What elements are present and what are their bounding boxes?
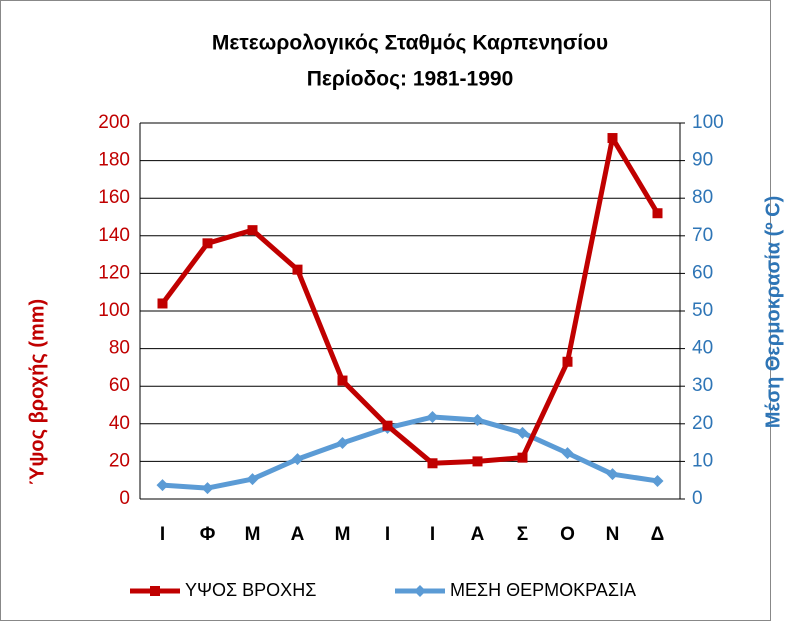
y2-tick-label: 80 — [692, 187, 713, 208]
marker — [156, 479, 169, 492]
x-tick-label: Ι — [430, 524, 435, 545]
x-tick-label: Ι — [160, 524, 165, 545]
marker — [516, 426, 529, 439]
y-axis-label: Ύψος βροχής (mm) — [26, 299, 48, 485]
y2-tick-label: 50 — [692, 300, 713, 321]
marker — [201, 482, 214, 495]
marker — [414, 585, 426, 597]
y2-tick-label: 70 — [692, 225, 713, 246]
marker — [427, 458, 438, 469]
chart-title: Μετεωρολογικός Σταθμός Καρπενησίου — [212, 32, 608, 55]
y-tick-label: 20 — [109, 450, 130, 471]
marker — [471, 414, 484, 427]
y-tick-label: 120 — [98, 262, 130, 283]
marker — [150, 586, 160, 596]
x-tick-label: Ν — [606, 524, 620, 545]
marker — [157, 298, 168, 309]
marker — [561, 447, 574, 460]
series-line — [160, 135, 660, 466]
marker — [426, 411, 439, 424]
marker — [472, 456, 483, 467]
legend-label: ΜΕΣΗ ΘΕΡΜΟΚΡΑΣΙΑ — [450, 580, 636, 600]
legend-label: ΥΨΟΣ ΒΡΟΧΗΣ — [185, 580, 316, 600]
y-tick-label: 180 — [98, 150, 130, 171]
x-tick-label: Ο — [560, 524, 575, 545]
marker — [517, 452, 528, 463]
x-tick-label: Μ — [335, 524, 351, 545]
y2-tick-label: 30 — [692, 375, 713, 396]
marker — [291, 453, 304, 466]
y2-tick-label: 40 — [692, 338, 713, 359]
marker — [292, 264, 303, 275]
y-tick-label: 80 — [109, 338, 130, 359]
marker — [336, 436, 349, 449]
x-tick-label: Α — [291, 524, 305, 545]
x-tick-label: Φ — [200, 524, 216, 545]
y-tick-label: 60 — [109, 375, 130, 396]
y2-axis-label: Μέση Θερμοκρασία (º C) — [762, 196, 784, 429]
marker — [651, 474, 664, 487]
marker — [562, 356, 573, 367]
marker — [337, 375, 348, 386]
x-tick-label: Σ — [517, 524, 528, 545]
marker — [652, 208, 663, 219]
y-tick-label: 0 — [119, 488, 130, 509]
y2-tick-label: 60 — [692, 262, 713, 283]
marker — [246, 473, 259, 486]
x-tick-label: Μ — [245, 524, 261, 545]
marker — [202, 238, 213, 249]
marker — [607, 133, 618, 144]
series-line — [162, 414, 658, 491]
chart-subtitle: Περίοδος: 1981-1990 — [307, 68, 514, 91]
y-tick-label: 160 — [98, 187, 130, 208]
marker — [247, 225, 258, 236]
y2-tick-label: 20 — [692, 413, 713, 434]
y2-tick-label: 100 — [692, 112, 724, 133]
y-tick-label: 40 — [109, 413, 130, 434]
marker — [382, 420, 393, 431]
y-tick-label: 200 — [98, 112, 130, 133]
y2-tick-label: 90 — [692, 150, 713, 171]
x-tick-label: Δ — [651, 524, 665, 545]
y-tick-label: 100 — [98, 300, 130, 321]
y-tick-label: 140 — [98, 225, 130, 246]
y2-tick-label: 10 — [692, 450, 713, 471]
x-tick-label: Α — [471, 524, 485, 545]
x-tick-label: Ι — [385, 524, 390, 545]
marker — [606, 468, 619, 481]
y2-tick-label: 0 — [692, 488, 703, 509]
